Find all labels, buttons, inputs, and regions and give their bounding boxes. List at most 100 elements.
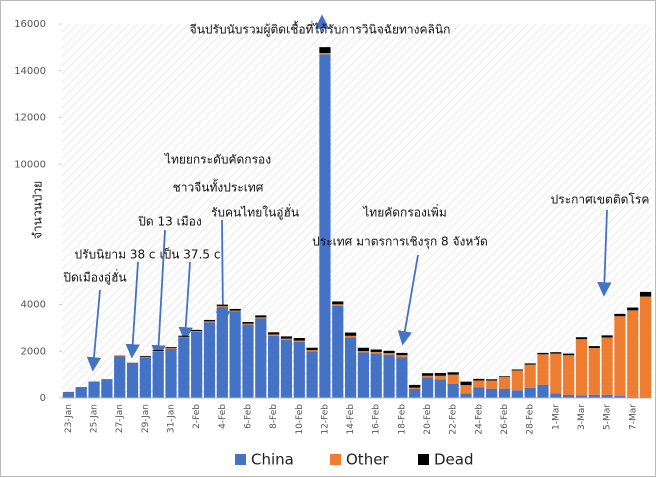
plot-background [62, 24, 652, 398]
bar-segment [575, 339, 588, 396]
bar-segment [588, 394, 600, 398]
bar-segment [563, 353, 575, 356]
bar-segment [306, 351, 318, 398]
annotation: ปิด 13 เมือง [138, 215, 202, 229]
bar-segment [126, 362, 139, 364]
x-tick-label: 25-Jan [90, 404, 100, 433]
bar-segment [152, 350, 164, 352]
annotation: ประกาศเขตติดโรค [551, 193, 650, 207]
y-tick-label: 14000 [14, 66, 46, 77]
bar-segment [639, 296, 652, 398]
y-tick-label: 0 [40, 393, 46, 404]
bar-segment [293, 341, 305, 398]
x-tick-label: 8-Feb [269, 404, 279, 429]
bar-segment [62, 392, 75, 398]
bar-segment [280, 338, 293, 341]
bar-segment [255, 317, 267, 319]
bar-segment [229, 311, 241, 398]
bar-segment [357, 351, 370, 353]
y-tick-label: 2000 [21, 346, 46, 357]
bar-segment [550, 353, 562, 394]
bar-segment [203, 321, 216, 323]
bar-segment [216, 307, 228, 398]
bar-segment [614, 395, 626, 398]
bar-segment [280, 336, 293, 339]
bar-segment [563, 355, 575, 395]
bar-segment [498, 376, 511, 377]
x-tick-label: 7-Mar [628, 404, 638, 430]
bar-segment [216, 306, 228, 308]
bar-segment [178, 336, 190, 338]
bar-segment [332, 304, 344, 306]
bar-segment [344, 332, 357, 336]
bar-segment [178, 337, 190, 398]
annotation: เป็น 37.5 c [160, 247, 221, 262]
bar-segment [216, 304, 228, 307]
bar-segment [203, 319, 216, 322]
bar-segment [319, 52, 331, 55]
legend-label: Dead [434, 451, 474, 469]
bar-segment [114, 355, 126, 357]
bar-segment [191, 331, 203, 332]
bar-segment [434, 379, 446, 398]
legend-swatch [418, 454, 429, 465]
bar-segment [473, 378, 485, 381]
x-tick-label: 16-Feb [372, 404, 382, 435]
bar-segment [511, 370, 523, 391]
bar-segment [396, 355, 408, 358]
bar-segment [537, 354, 549, 385]
bar-segment [268, 332, 280, 335]
bar-segment [601, 335, 613, 338]
bar-segment [370, 351, 382, 354]
bar-segment [639, 291, 652, 297]
bar-segment [575, 337, 588, 340]
bar-segment [537, 352, 549, 355]
bar-segment [344, 337, 357, 398]
bar-segment [280, 340, 293, 398]
bar-segment [255, 318, 267, 398]
bar-segment [152, 351, 164, 398]
bar-segment [319, 47, 331, 53]
bar-segment [114, 356, 126, 398]
bar-segment [88, 381, 100, 398]
x-tick-label: 23-Jan [64, 404, 74, 433]
annotation: รับคนไทยในอู่ฮั่น [211, 204, 299, 221]
bar-segment [447, 383, 459, 398]
x-tick-label: 18-Feb [397, 404, 407, 435]
bar-segment [601, 394, 613, 398]
annotation: ไทยคัดกรองเพิ่ม [362, 204, 447, 220]
bar-segment [524, 364, 536, 388]
annotation: ประเทศ มาตรการเชิงรุก 8 จังหวัด [312, 235, 488, 250]
x-tick-label: 12-Feb [320, 404, 330, 435]
bar-segment [460, 381, 472, 386]
bar-segment [486, 380, 498, 389]
bar-segment [165, 347, 177, 349]
legend-swatch [235, 454, 246, 465]
x-tick-label: 22-Feb [449, 404, 459, 435]
bar-segment [588, 347, 600, 395]
bar-segment [255, 315, 267, 318]
bar-segment [447, 374, 459, 384]
bar-segment [511, 369, 523, 371]
bar-segment [588, 346, 600, 348]
bar-segment [614, 316, 626, 396]
x-tick-label: 20-Feb [423, 404, 433, 435]
bar-segment [396, 357, 408, 398]
bar-segment [242, 322, 254, 324]
annotation: ไทยยกระดับคัดกรอง [164, 153, 271, 167]
legend-label: China [251, 451, 294, 469]
bar-segment [191, 331, 203, 398]
x-tick-label: 2-Feb [192, 404, 202, 429]
y-tick-label: 10000 [14, 159, 46, 170]
bar-segment [550, 393, 562, 398]
bar-segment [421, 377, 434, 398]
bar-segment [421, 375, 434, 378]
bar-segment [242, 323, 254, 325]
bar-segment [421, 373, 434, 376]
bar-segment [383, 350, 395, 354]
y-tick-label: 12000 [14, 113, 46, 124]
x-tick-label: 31-Jan [167, 404, 177, 433]
bar-segment [293, 338, 305, 341]
annotation: จีนปรับนับรวมผู้ติดเชื้อที่ได้รับการวินิ… [190, 21, 451, 38]
bar-segment [370, 353, 382, 398]
